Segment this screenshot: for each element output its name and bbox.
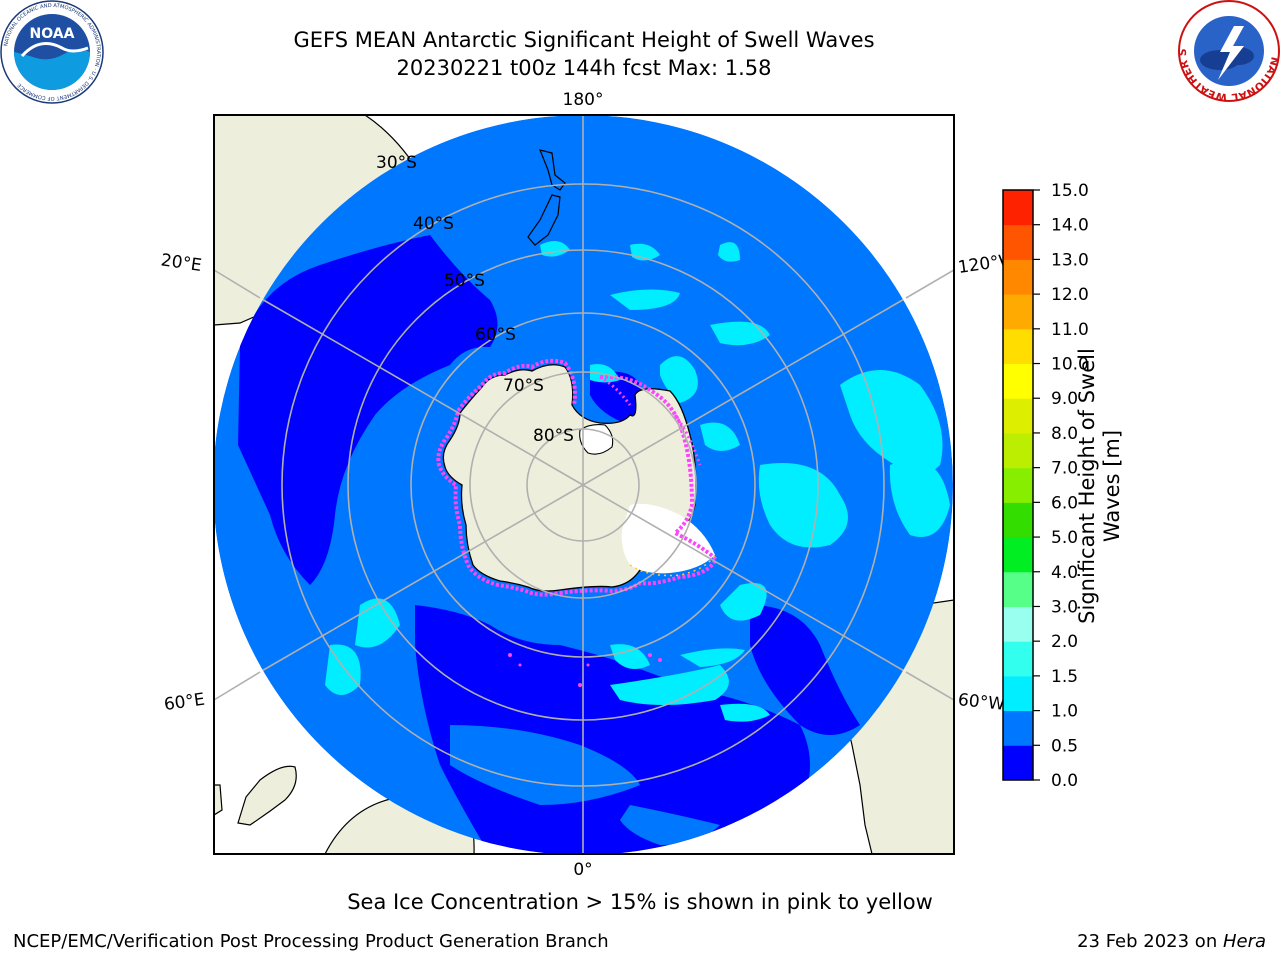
colorbar-tick-label: 4.0 bbox=[1051, 563, 1078, 583]
colorbar-tick-label: 7.0 bbox=[1051, 459, 1078, 479]
colorbar-tick-label: 1.5 bbox=[1051, 667, 1078, 687]
mid-swell-patches bbox=[450, 725, 720, 845]
colorbar-swatch bbox=[1003, 328, 1033, 365]
colorbar-swatch bbox=[1003, 537, 1033, 573]
colorbar: 0.0 0.5 1.0 1.5 2.0 3.0 4.0 5.0 6.0 7.0 8.0 9.0 10.0… bbox=[1000, 180, 1180, 795]
colorbar-tick-label: 6.0 bbox=[1051, 493, 1078, 513]
colorbar-tick-label: 0.5 bbox=[1051, 736, 1078, 756]
sea-ice-caption: Sea Ice Concentration > 15% is shown in … bbox=[347, 890, 933, 914]
footer-right: 23 Feb 2023 on Hera bbox=[1077, 931, 1266, 952]
lon-label-120e: 120°E bbox=[160, 249, 203, 276]
colorbar-frame bbox=[1002, 189, 1034, 781]
noaa-logo: NOAA NATIONAL OCEANIC AND ATMOSPHERIC AD… bbox=[0, 0, 105, 105]
colorbar-tick-label: 0.0 bbox=[1051, 771, 1078, 791]
noaa-logo-text: NOAA bbox=[30, 26, 75, 42]
colorbar-swatch bbox=[1003, 363, 1033, 399]
footer-left: NCEP/EMC/Verification Post Processing Pr… bbox=[13, 931, 609, 952]
lat-label-30s: 30°S bbox=[376, 153, 417, 173]
footer-date: 23 Feb 2023 on bbox=[1077, 931, 1223, 952]
colorbar-tick-label: 14.0 bbox=[1051, 216, 1089, 236]
colorbar-tick-label: 11.0 bbox=[1051, 320, 1089, 340]
high-swell-regions bbox=[325, 241, 950, 722]
lat-label-50s: 50°S bbox=[444, 271, 485, 291]
colorbar-tick-label: 13.0 bbox=[1051, 250, 1089, 270]
graticule bbox=[213, 115, 953, 855]
colorbar-swatch bbox=[1003, 432, 1033, 469]
colorbar-label-line2: Waves [m] bbox=[1100, 429, 1124, 543]
polar-map: 180° 0° 120°E 120°W 60°E 60°W 30°S 40°S … bbox=[149, 90, 1017, 880]
lon-label-180: 180° bbox=[563, 90, 604, 110]
colorbar-tick-label: 3.0 bbox=[1051, 597, 1078, 617]
sea-ice-edge bbox=[436, 358, 719, 597]
colorbar-swatch bbox=[1003, 675, 1033, 712]
colorbar-swatch bbox=[1003, 398, 1033, 434]
land-new-zealand bbox=[527, 149, 566, 246]
colorbar-swatch bbox=[1003, 606, 1033, 642]
colorbar-swatch bbox=[1003, 710, 1033, 746]
land-africa-west bbox=[214, 784, 223, 816]
colorbar-swatch bbox=[1003, 571, 1033, 607]
lon-label-0: 0° bbox=[573, 860, 592, 880]
colorbar-label: Significant Height of Swell Waves [m] bbox=[1075, 286, 1125, 686]
lat-label-70s: 70°S bbox=[503, 376, 544, 396]
footer-machine: Hera bbox=[1222, 931, 1266, 952]
lat-label-40s: 40°S bbox=[413, 214, 454, 234]
colorbar-tick-label: 9.0 bbox=[1051, 389, 1078, 409]
colorbar-swatch bbox=[1003, 745, 1033, 781]
lat-label-80s: 80°S bbox=[533, 426, 574, 446]
map-subtitle: 20230221 t00z 144h fcst Max: 1.58 bbox=[396, 56, 772, 80]
colorbar-swatch bbox=[1003, 641, 1033, 677]
colorbar-tick-label: 15.0 bbox=[1051, 181, 1089, 201]
colorbar-svg: 0.0 0.5 1.0 1.5 2.0 3.0 4.0 5.0 6.0 7.0 8.0 9.0 10.0… bbox=[1002, 181, 1089, 791]
colorbar-label-line1: Significant Height of Swell bbox=[1075, 348, 1099, 624]
colorbar-swatch bbox=[1003, 502, 1033, 538]
colorbar-swatch bbox=[1003, 190, 1033, 226]
sea-ice-specks bbox=[508, 653, 662, 687]
colorbar-swatch bbox=[1003, 467, 1033, 503]
map-title: GEFS MEAN Antarctic Significant Height o… bbox=[293, 28, 875, 52]
map-panel: 180° 0° 120°E 120°W 60°E 60°W 30°S 40°S … bbox=[149, 85, 1060, 885]
colorbar-tick-label: 1.0 bbox=[1051, 702, 1078, 722]
colorbar-tick-label: 2.0 bbox=[1051, 632, 1078, 652]
colorbar-swatch bbox=[1003, 259, 1033, 295]
nws-logo: NATIONAL WEATHER SERVICE bbox=[1174, 0, 1280, 103]
lon-label-60e: 60°E bbox=[163, 690, 206, 715]
map-frame bbox=[213, 114, 955, 855]
colorbar-tick-label: 12.0 bbox=[1051, 285, 1089, 305]
colorbar-swatch bbox=[1003, 224, 1033, 260]
lon-label-60w: 60°W bbox=[957, 690, 1006, 715]
lat-label-60s: 60°S bbox=[475, 325, 516, 345]
land-madagascar bbox=[237, 765, 297, 826]
colorbar-swatch bbox=[1003, 294, 1033, 330]
colorbar-tick-label: 5.0 bbox=[1051, 528, 1078, 548]
colorbar-tick-label: 10.0 bbox=[1051, 355, 1089, 375]
colorbar-tick-label: 8.0 bbox=[1051, 424, 1078, 444]
